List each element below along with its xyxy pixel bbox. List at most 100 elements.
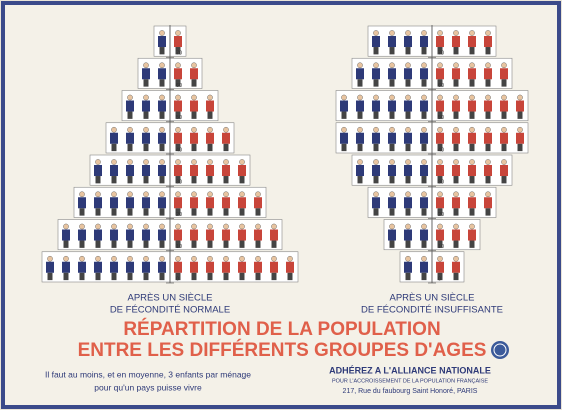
figure-body — [452, 68, 460, 80]
figure-head — [255, 191, 261, 198]
figure-body — [468, 229, 476, 241]
figure-body — [174, 261, 182, 273]
figure-body — [158, 36, 166, 48]
figure-legs — [143, 208, 149, 216]
figure-body — [372, 68, 380, 80]
y-tick-label: 60 — [438, 83, 444, 89]
figure-body — [142, 261, 150, 273]
figure-body — [436, 68, 444, 80]
figure-legs — [517, 143, 523, 152]
figure-legs — [469, 79, 475, 87]
figure-head — [143, 126, 149, 133]
figure-body — [436, 229, 444, 241]
figure-legs — [191, 240, 197, 248]
figure-legs — [357, 79, 363, 87]
figure-body — [372, 165, 380, 177]
y-tick-label: 20 — [176, 212, 182, 218]
figure-legs — [405, 240, 411, 248]
figure-legs — [501, 111, 507, 119]
age-band — [431, 122, 529, 154]
figure-head — [63, 223, 69, 230]
figure-legs — [255, 240, 261, 248]
chart-title: APRÈS UN SIÈCLE — [390, 293, 475, 304]
figure-head — [143, 255, 149, 262]
figure-head — [111, 191, 117, 198]
figure-head — [421, 94, 427, 101]
figure-head — [453, 30, 459, 36]
figure-legs — [485, 47, 491, 55]
figure-head — [239, 255, 245, 262]
figure-body — [500, 132, 508, 144]
figure-head — [485, 30, 491, 36]
figure-legs — [437, 176, 443, 184]
age-band — [169, 186, 267, 218]
figure-body — [420, 132, 428, 144]
figure-legs — [127, 208, 133, 216]
figure-legs — [191, 111, 197, 119]
figure-legs — [373, 208, 379, 216]
figure-head — [127, 159, 133, 165]
figures — [356, 62, 428, 87]
age-band — [335, 122, 433, 154]
figure-legs — [373, 47, 379, 55]
figure-head — [341, 126, 347, 133]
figure-head — [239, 159, 245, 165]
figure-legs — [389, 111, 395, 119]
figure-legs — [501, 79, 507, 87]
figure-legs — [95, 272, 101, 281]
figure-body — [142, 229, 150, 241]
figure-legs — [405, 176, 411, 184]
figures — [174, 62, 198, 87]
figure-head — [357, 126, 363, 133]
figure-head — [239, 191, 245, 198]
figure-body — [484, 68, 492, 80]
figure-body — [420, 197, 428, 209]
figure-body — [62, 261, 70, 273]
emblem-ring — [493, 343, 507, 357]
figure-head — [79, 255, 85, 262]
figure-body — [404, 261, 412, 273]
figure-body — [484, 165, 492, 177]
figure-legs — [421, 79, 427, 87]
figure-body — [468, 100, 476, 112]
figure-head — [341, 94, 347, 101]
figure-body — [126, 132, 134, 144]
figure-body — [158, 229, 166, 241]
figure-legs — [421, 111, 427, 119]
figure-legs — [421, 208, 427, 216]
figure-head — [159, 255, 165, 262]
figure-head — [271, 255, 277, 262]
figure-head — [143, 191, 149, 198]
figure-head — [517, 94, 523, 101]
poster-title: RÉPARTITION DE LA POPULATION — [123, 318, 440, 340]
figure-head — [111, 255, 117, 262]
figure-head — [389, 62, 395, 69]
figure-body — [356, 100, 364, 112]
figure-head — [127, 191, 133, 198]
figure-legs — [453, 176, 459, 184]
figure-legs — [485, 143, 491, 152]
age-band — [431, 90, 529, 122]
figure-body — [468, 36, 476, 48]
figure-legs — [469, 240, 475, 248]
figure-head — [159, 94, 165, 101]
age-band — [169, 251, 299, 283]
figure-head — [469, 126, 475, 133]
figure-body — [174, 100, 182, 112]
figure-legs — [389, 79, 395, 87]
figure-head — [271, 223, 277, 230]
figure-head — [405, 30, 411, 36]
figure-legs — [95, 176, 101, 184]
figure-body — [372, 36, 380, 48]
figure-head — [405, 126, 411, 133]
figures — [436, 126, 524, 152]
figure-legs — [239, 272, 245, 281]
figure-head — [111, 223, 117, 230]
figure-head — [437, 30, 443, 36]
figure-body — [468, 132, 476, 144]
figure-head — [239, 223, 245, 230]
figure-legs — [159, 272, 165, 281]
figure-body — [190, 165, 198, 177]
figure-head — [191, 255, 197, 262]
figure-head — [405, 62, 411, 69]
